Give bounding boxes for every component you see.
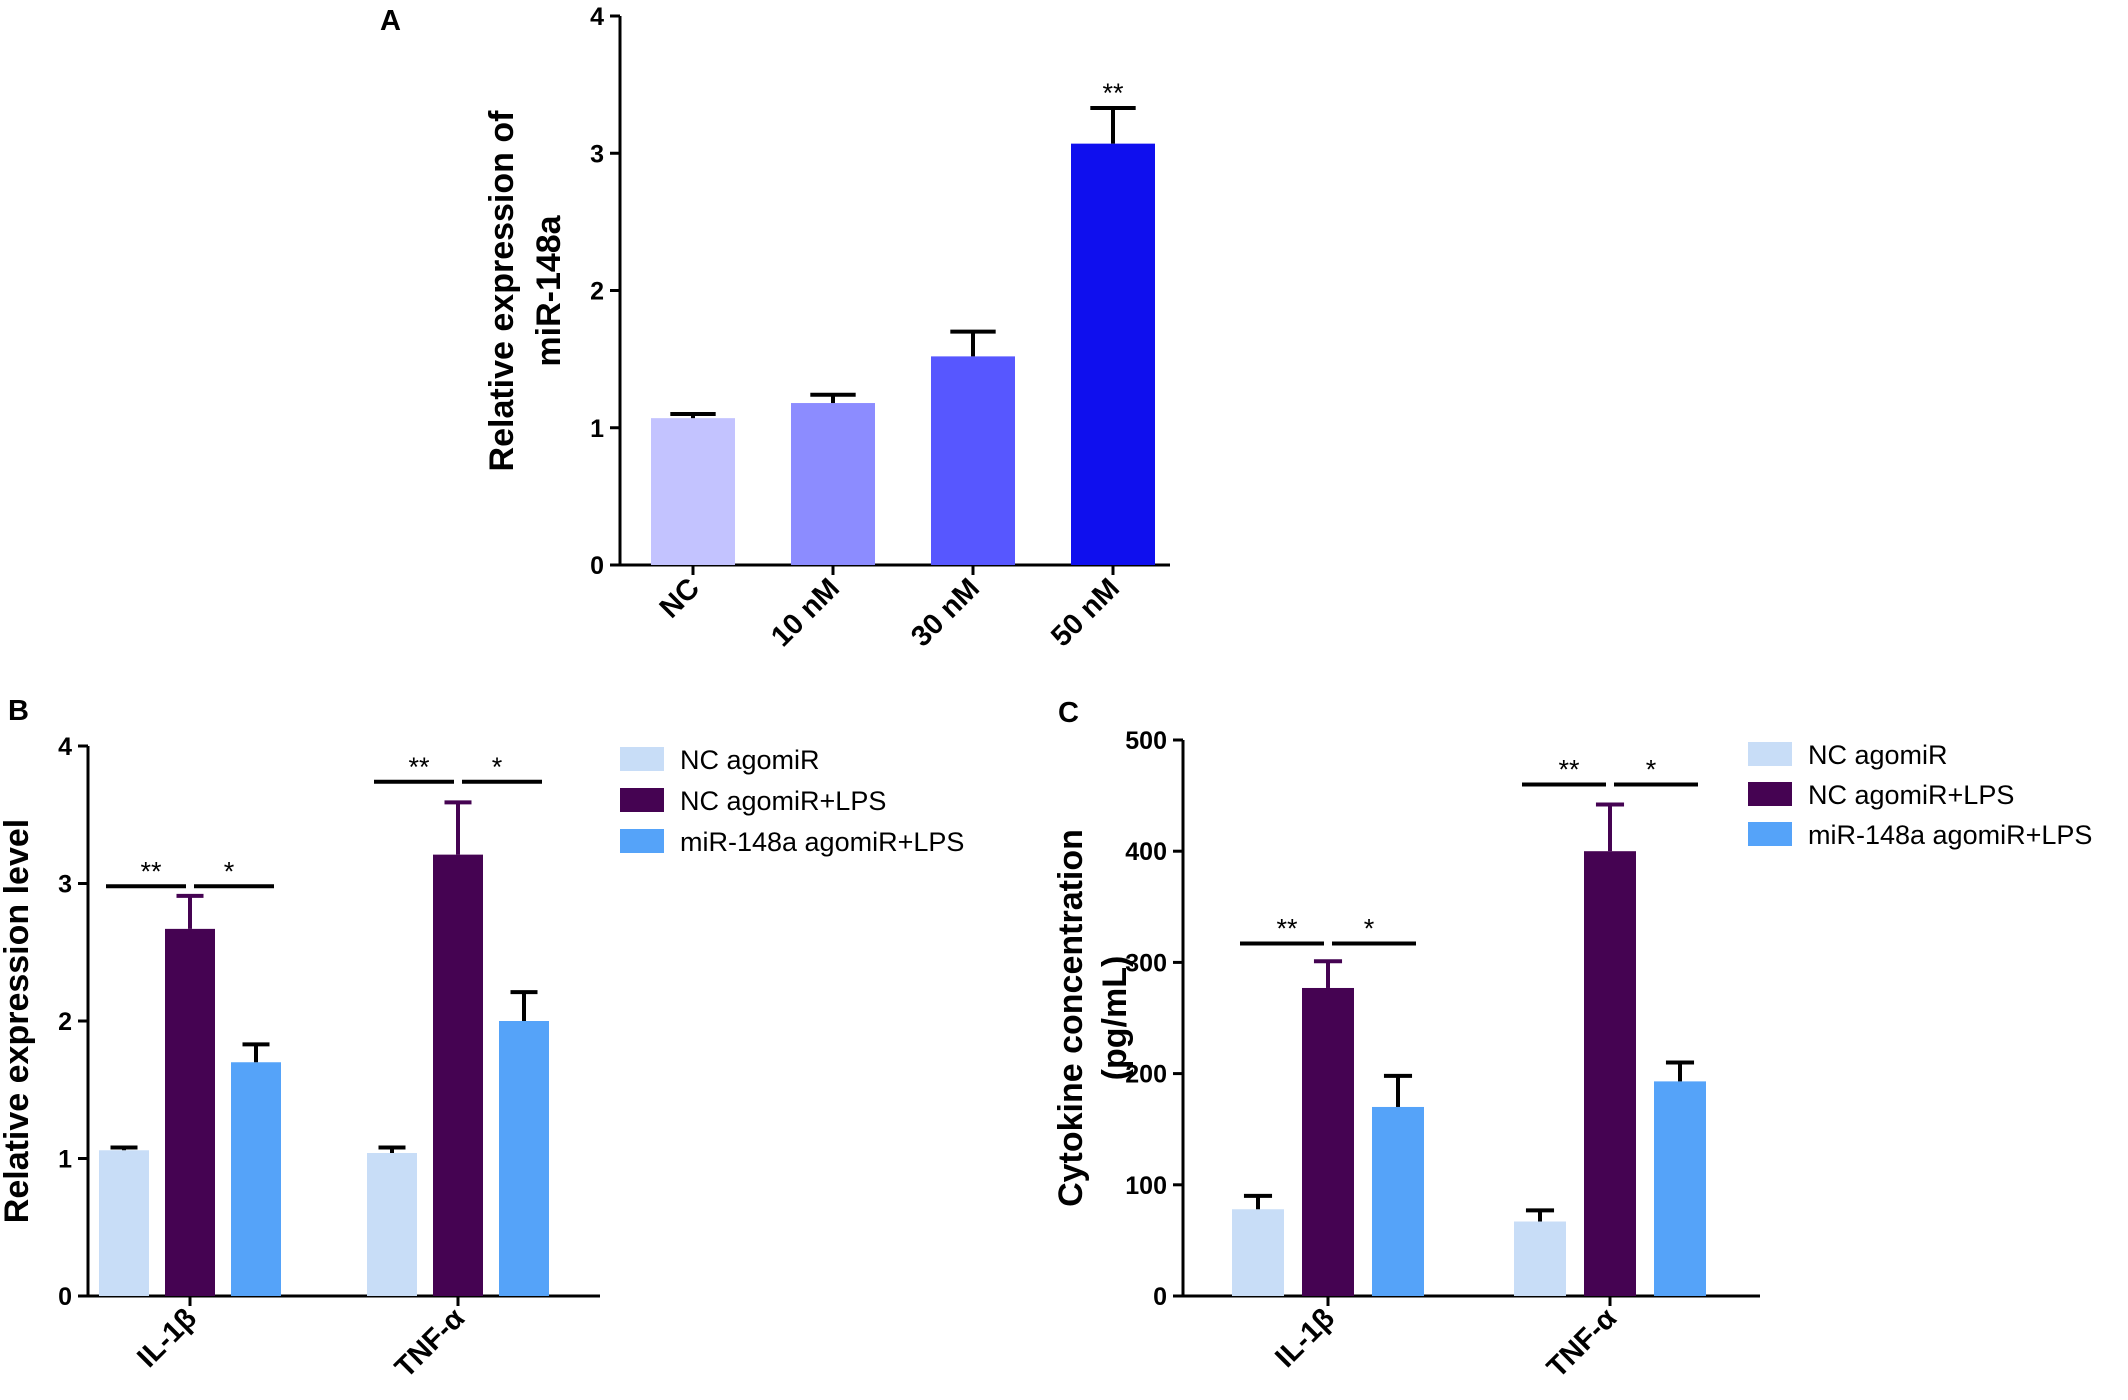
y-axis-title: Relative expression level [0, 819, 36, 1223]
y-axis-title: (pg/mL) [1096, 956, 1134, 1081]
bar [165, 928, 215, 1296]
y-tick-label: 1 [58, 1146, 72, 1174]
panel-letter: C [1058, 697, 1079, 729]
legend-label: NC agomiR [1808, 740, 1948, 770]
bar [99, 1150, 149, 1296]
panel-letter: B [8, 695, 29, 727]
legend-swatch [620, 788, 664, 812]
y-tick-label: 300 [1125, 949, 1167, 977]
significance-marker: ** [1276, 913, 1298, 943]
legend-swatch [1748, 782, 1792, 806]
legend-swatch [1748, 742, 1792, 766]
significance-marker: ** [408, 752, 430, 782]
legend-label: miR-148a agomiR+LPS [680, 827, 964, 857]
y-tick-label: 0 [590, 552, 604, 580]
x-category-label: IL-1β [1269, 1302, 1341, 1374]
panel-c: C 0 100 200 300 400 500 Cytokine concentration(… [1052, 697, 2092, 1384]
bar [1071, 143, 1155, 565]
legend-swatch [620, 747, 664, 771]
y-tick-label: 500 [1125, 727, 1167, 755]
y-tick-label: 3 [58, 871, 72, 899]
y-axis-title: Relative expression of [483, 110, 521, 472]
bar [791, 403, 875, 565]
legend-label: NC agomiR+LPS [680, 786, 886, 816]
significance-marker: * [492, 752, 503, 782]
bar [499, 1021, 549, 1296]
legend-swatch [1748, 822, 1792, 846]
significance-marker: ** [1102, 78, 1124, 108]
x-category-label: 30 nM [905, 572, 986, 653]
bar [1584, 851, 1636, 1296]
y-tick-label: 4 [590, 3, 604, 31]
significance-marker: * [1646, 754, 1657, 784]
x-category-label: NC [654, 572, 706, 624]
significance-marker: * [1364, 913, 1375, 943]
legend-label: NC agomiR [680, 745, 820, 775]
bar [1302, 987, 1354, 1296]
y-tick-label: 0 [1153, 1283, 1167, 1311]
y-tick-label: 3 [590, 140, 604, 168]
y-tick-label: 2 [58, 1008, 72, 1036]
y-tick-label: 0 [58, 1283, 72, 1311]
x-category-label: TNF-α [389, 1302, 471, 1384]
legend-label: NC agomiR+LPS [1808, 780, 2014, 810]
y-tick-label: 200 [1125, 1061, 1167, 1089]
significance-marker: ** [1558, 754, 1580, 784]
bar [651, 418, 735, 565]
panel-a: A 0 1 2 3 4 Relative expression of miR-148a NC 10… [380, 3, 1170, 653]
legend-swatch [620, 829, 664, 853]
y-tick-label: 4 [58, 733, 72, 761]
bar [1372, 1106, 1424, 1296]
y-tick-label: 2 [590, 278, 604, 306]
bar [231, 1062, 281, 1296]
x-category-label: IL-1β [131, 1302, 203, 1374]
y-tick-label: 1 [590, 415, 604, 443]
bar [1654, 1081, 1706, 1296]
legend-label: miR-148a agomiR+LPS [1808, 820, 2092, 850]
x-category-label: TNF-α [1541, 1302, 1623, 1384]
bar [1514, 1221, 1566, 1296]
panel-letter: A [380, 5, 401, 37]
significance-marker: ** [140, 856, 162, 886]
bar [931, 356, 1015, 565]
y-axis-title: Cytokine concentration [1052, 829, 1090, 1207]
bar [1232, 1209, 1284, 1296]
x-category-label: 50 nM [1045, 572, 1126, 653]
bar [433, 854, 483, 1296]
bar [367, 1153, 417, 1296]
x-category-label: 10 nM [765, 572, 846, 653]
y-axis-title: miR-148a [530, 214, 568, 366]
y-tick-label: 100 [1125, 1172, 1167, 1200]
y-tick-label: 400 [1125, 838, 1167, 866]
significance-marker: * [224, 856, 235, 886]
